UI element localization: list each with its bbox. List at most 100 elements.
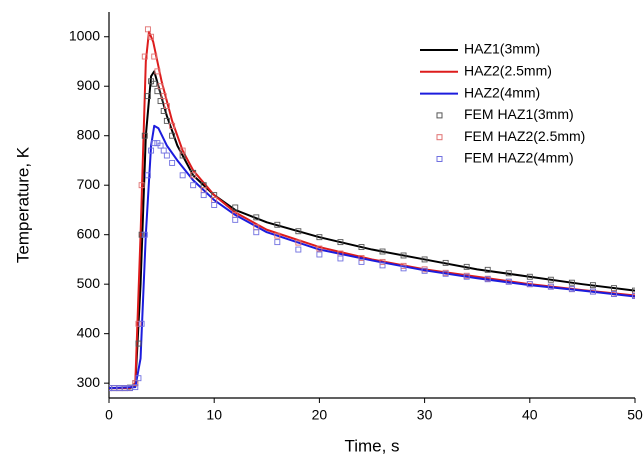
marker bbox=[526, 281, 533, 288]
plot-area bbox=[109, 26, 635, 392]
marker bbox=[163, 117, 170, 124]
marker bbox=[316, 245, 323, 252]
marker bbox=[253, 229, 260, 236]
marker bbox=[190, 182, 197, 189]
marker bbox=[163, 152, 170, 159]
marker bbox=[484, 276, 491, 283]
marker bbox=[141, 231, 148, 238]
marker bbox=[316, 234, 323, 241]
legend-marker bbox=[436, 112, 443, 119]
marker bbox=[400, 252, 407, 259]
marker bbox=[154, 68, 161, 75]
y-tick-label: 800 bbox=[77, 126, 101, 142]
marker bbox=[295, 239, 302, 246]
marker bbox=[157, 98, 164, 105]
marker bbox=[151, 53, 158, 60]
marker bbox=[547, 283, 554, 290]
marker bbox=[484, 266, 491, 273]
marker bbox=[316, 251, 323, 258]
x-tick-label: 40 bbox=[522, 407, 538, 423]
marker bbox=[169, 159, 176, 166]
marker bbox=[144, 93, 151, 100]
marker bbox=[421, 267, 428, 274]
marker bbox=[157, 142, 164, 149]
line bbox=[109, 30, 635, 390]
marker bbox=[358, 244, 365, 251]
marker bbox=[200, 192, 207, 199]
marker bbox=[160, 147, 167, 154]
marker bbox=[211, 202, 218, 208]
marker bbox=[232, 204, 239, 211]
marker bbox=[358, 258, 365, 265]
marker bbox=[274, 221, 281, 228]
line bbox=[109, 124, 635, 390]
marker bbox=[138, 320, 145, 327]
marker bbox=[274, 239, 281, 246]
marker bbox=[632, 287, 635, 294]
legend-marker bbox=[436, 134, 443, 141]
marker bbox=[132, 380, 139, 387]
marker bbox=[358, 255, 365, 261]
marker bbox=[253, 214, 260, 221]
marker bbox=[160, 108, 167, 114]
y-tick-label: 700 bbox=[77, 176, 101, 192]
marker bbox=[157, 83, 164, 90]
marker bbox=[151, 80, 158, 87]
marker bbox=[400, 265, 407, 272]
legend-label: FEM HAZ2(2.5mm) bbox=[464, 128, 585, 144]
marker bbox=[135, 340, 142, 347]
legend-label: FEM HAZ2(4mm) bbox=[464, 150, 574, 166]
y-axis-title: Temperature, K bbox=[13, 146, 32, 263]
legend-label: HAZ2(4mm) bbox=[464, 84, 540, 100]
marker bbox=[442, 259, 449, 266]
marker bbox=[568, 286, 575, 293]
marker bbox=[135, 320, 142, 327]
marker bbox=[151, 140, 158, 147]
marker bbox=[295, 228, 302, 235]
marker bbox=[179, 147, 186, 154]
marker bbox=[148, 147, 155, 154]
marker bbox=[232, 216, 239, 223]
marker bbox=[169, 122, 176, 129]
marker bbox=[505, 270, 512, 277]
marker bbox=[141, 53, 148, 60]
marker bbox=[138, 231, 145, 238]
x-tick-label: 0 bbox=[105, 407, 113, 423]
marker bbox=[295, 246, 302, 253]
marker bbox=[138, 182, 145, 189]
marker bbox=[589, 288, 596, 295]
marker bbox=[379, 248, 386, 255]
marker bbox=[442, 270, 449, 277]
marker bbox=[135, 375, 142, 382]
y-tick-label: 400 bbox=[77, 324, 101, 340]
marker bbox=[463, 263, 470, 270]
marker bbox=[144, 26, 151, 33]
marker bbox=[611, 291, 617, 298]
x-tick-label: 10 bbox=[206, 407, 222, 423]
marker bbox=[154, 88, 161, 95]
legend-label: FEM HAZ1(3mm) bbox=[464, 106, 574, 122]
y-tick-label: 600 bbox=[77, 225, 101, 241]
legend-label: HAZ1(3mm) bbox=[464, 41, 540, 57]
marker bbox=[547, 276, 554, 283]
marker bbox=[632, 293, 635, 300]
marker bbox=[337, 255, 344, 262]
marker bbox=[163, 103, 170, 109]
marker bbox=[568, 279, 575, 286]
marker bbox=[179, 172, 186, 179]
marker bbox=[274, 232, 281, 239]
marker bbox=[160, 93, 167, 100]
marker bbox=[337, 239, 344, 246]
marker bbox=[421, 256, 428, 263]
marker bbox=[190, 172, 197, 179]
marker bbox=[526, 273, 533, 280]
y-tick-label: 300 bbox=[77, 374, 101, 390]
legend-marker bbox=[436, 156, 443, 162]
marker bbox=[141, 132, 148, 139]
marker bbox=[132, 384, 139, 391]
marker bbox=[463, 273, 470, 280]
legend-label: HAZ2(2.5mm) bbox=[464, 63, 552, 79]
x-tick-label: 20 bbox=[312, 407, 328, 423]
marker bbox=[505, 278, 512, 285]
